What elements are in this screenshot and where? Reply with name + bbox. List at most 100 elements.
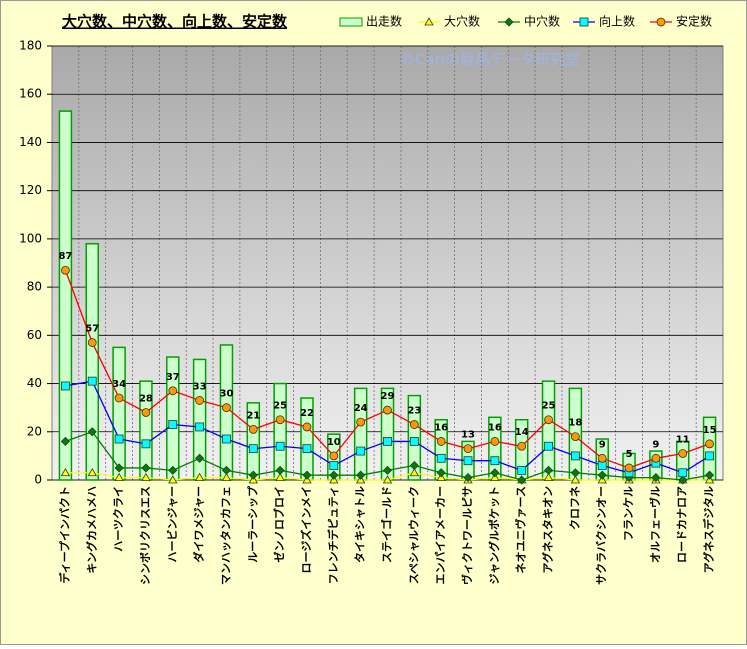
x-tick-label: クロフネ xyxy=(568,486,581,530)
point-marker xyxy=(409,420,419,429)
point-marker xyxy=(490,456,500,466)
point-marker xyxy=(463,456,473,466)
bar xyxy=(112,346,126,481)
point-marker xyxy=(275,472,285,481)
point-marker xyxy=(409,460,419,471)
y-tick-label: 40 xyxy=(27,376,42,390)
point-marker xyxy=(651,453,661,463)
point-marker xyxy=(705,470,715,480)
point-marker xyxy=(382,475,393,484)
data-label: 25 xyxy=(273,401,287,412)
x-tick-label: ディープインパクト xyxy=(57,486,71,584)
y-tick-label: 160 xyxy=(19,87,42,101)
data-label: 24 xyxy=(354,403,368,414)
x-tick-label: ハーツクライ xyxy=(112,486,125,552)
point-marker xyxy=(168,420,178,429)
point-marker xyxy=(141,408,151,417)
point-marker xyxy=(222,403,231,413)
x-tick-label: ルーラーシップ xyxy=(245,485,259,563)
point-marker xyxy=(705,439,714,449)
data-label: 29 xyxy=(381,391,395,402)
point-marker xyxy=(517,441,527,451)
point-marker xyxy=(114,472,124,481)
x-tick-label: タイキシャトル xyxy=(354,486,367,563)
legend-label: 安定数 xyxy=(676,14,712,29)
data-label: 33 xyxy=(193,381,207,392)
point-marker xyxy=(624,463,634,473)
point-marker xyxy=(463,444,473,454)
point-marker xyxy=(61,381,70,391)
point-marker xyxy=(248,424,258,434)
point-marker xyxy=(248,444,258,454)
point-marker xyxy=(275,415,285,425)
point-marker xyxy=(141,439,151,449)
data-label: 87 xyxy=(58,251,72,262)
bar xyxy=(541,380,556,481)
point-marker xyxy=(356,470,366,480)
point-marker xyxy=(597,461,607,470)
legend-marker xyxy=(424,17,434,26)
legend-label: 出走数 xyxy=(366,14,402,29)
legend-label: 向上数 xyxy=(599,14,635,29)
point-marker xyxy=(436,468,446,478)
x-tick-label: ゼンノロブロイ xyxy=(272,486,286,562)
point-marker xyxy=(329,470,339,480)
x-tick-label: オルフェーヴル xyxy=(648,486,662,563)
point-marker xyxy=(436,437,446,446)
point-marker xyxy=(302,470,312,480)
point-marker xyxy=(597,470,607,480)
point-marker xyxy=(570,451,580,461)
point-marker xyxy=(490,437,500,446)
x-tick-label: フランケル xyxy=(622,486,635,541)
point-marker xyxy=(570,468,580,478)
point-marker xyxy=(114,434,124,444)
point-marker xyxy=(302,422,312,432)
x-tick-label: ロージズインメイ xyxy=(299,486,313,573)
point-marker xyxy=(87,427,97,437)
point-marker xyxy=(329,461,339,470)
point-marker xyxy=(570,432,580,442)
point-marker xyxy=(114,463,124,473)
point-marker xyxy=(302,444,312,454)
x-tick-label: シンボリクリスエス xyxy=(138,486,152,585)
x-tick-label: ダイワメジャー xyxy=(192,486,206,562)
data-label: 18 xyxy=(568,418,582,429)
legend-marker xyxy=(504,17,514,27)
point-marker xyxy=(168,465,178,475)
y-tick-label: 0 xyxy=(34,473,42,487)
data-label: 14 xyxy=(515,427,529,438)
data-label: 11 xyxy=(676,434,690,445)
point-marker xyxy=(329,451,339,461)
chart-title: 大穴数、中穴数、向上数、安定数 xyxy=(62,13,288,31)
point-marker xyxy=(651,473,661,483)
legend-marker xyxy=(656,17,666,27)
point-marker xyxy=(221,465,232,475)
point-marker xyxy=(463,473,473,483)
point-marker xyxy=(195,422,205,432)
point-marker xyxy=(383,437,392,446)
point-marker xyxy=(356,446,366,456)
point-marker xyxy=(194,472,205,481)
point-marker xyxy=(87,376,97,386)
y-tick-label: 20 xyxy=(27,424,42,438)
legend-label: 中穴数 xyxy=(524,14,560,29)
bar xyxy=(58,110,73,481)
y-tick-label: 60 xyxy=(27,328,42,342)
data-label: 16 xyxy=(434,422,448,433)
data-label: 34 xyxy=(112,379,126,390)
x-tick-label: エンパイアメーカー xyxy=(434,486,447,584)
point-marker xyxy=(517,475,527,485)
point-marker xyxy=(87,338,97,347)
point-marker xyxy=(490,468,500,478)
point-marker xyxy=(222,434,231,444)
point-marker xyxy=(597,453,607,463)
data-label: 57 xyxy=(85,324,99,335)
legend-label: 大穴数 xyxy=(444,14,480,29)
legend-swatch xyxy=(339,17,363,27)
point-marker xyxy=(248,470,258,480)
bar xyxy=(219,344,234,481)
data-label: 5 xyxy=(626,449,633,460)
point-marker xyxy=(409,467,420,477)
point-marker xyxy=(543,465,554,475)
data-label: 16 xyxy=(488,422,502,433)
